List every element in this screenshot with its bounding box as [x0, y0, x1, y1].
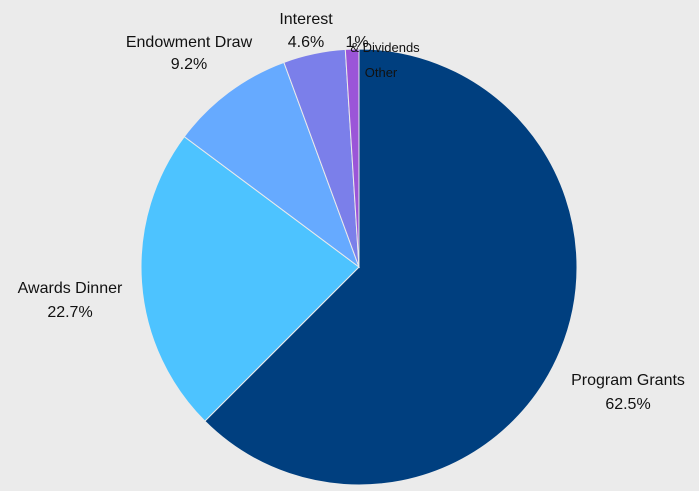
slice-label-program-grants-name: Program Grants [571, 372, 685, 389]
slice-label-interest-pct: 4.6% [288, 34, 324, 51]
pie-slice-awards-dinner [140, 135, 360, 422]
slice-label-interest-name-line2: & Dividends [350, 40, 420, 55]
slice-label-other-name: Other [365, 65, 398, 80]
slice-label-endowment-draw-name: Endowment Draw [126, 34, 253, 51]
slice-label-awards-dinner-pct: 22.7% [47, 304, 92, 321]
slice-label-program-grants-pct: 62.5% [605, 396, 650, 413]
slice-label-other-pct: 1% [345, 34, 368, 51]
slice-label-endowment-draw-pct: 9.2% [171, 56, 207, 73]
pie-labels: Program Grants 62.5% Awards Dinner 22.7% End… [18, 11, 685, 413]
pie-slice-program-grants [204, 48, 578, 486]
slice-label-awards-dinner-name: Awards Dinner [18, 280, 123, 297]
pie-slices [140, 48, 578, 486]
pie-slice-endowment-draw [183, 61, 361, 269]
pie-slice-other [344, 48, 360, 268]
slice-label-interest-name: Interest [279, 11, 333, 28]
